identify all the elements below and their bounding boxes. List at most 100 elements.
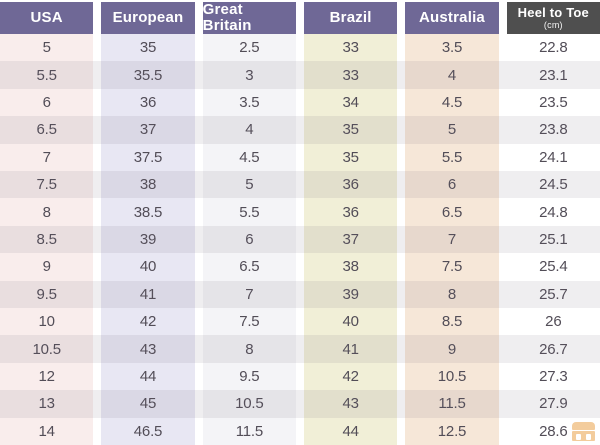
table-row: 8 38.5 5.5 36 6.5 24.8 — [0, 198, 600, 226]
table-cell-great-britain: 3.5 — [202, 88, 296, 117]
table-cell-great-britain: 7 — [202, 280, 296, 309]
table-cell-australia: 6.5 — [405, 198, 499, 226]
table-cell-brazil: 35 — [304, 116, 398, 144]
table-cell-brazil: 42 — [304, 362, 398, 391]
table-cell-brazil: 41 — [304, 335, 398, 363]
table-row: 9.5 41 7 39 8 25.7 — [0, 280, 600, 309]
table-cell-european: 43 — [101, 335, 195, 363]
table-cell-australia: 8 — [405, 280, 499, 309]
table-cell-brazil: 43 — [304, 390, 398, 418]
table-cell-heel-to-toe: 26 — [506, 308, 600, 336]
table-cell-heel-to-toe: 25.4 — [506, 253, 600, 281]
table-row: 9 40 6.5 38 7.5 25.4 — [0, 253, 600, 281]
table-cell-brazil: 35 — [304, 143, 398, 172]
table-cell-brazil: 44 — [304, 417, 398, 445]
table-cell-usa: 9 — [0, 253, 94, 281]
table-cell-heel-to-toe: 27.9 — [506, 390, 600, 418]
table-cell-australia: 3.5 — [405, 34, 499, 62]
table-cell-european: 39 — [101, 225, 195, 254]
table-cell-usa: 6.5 — [0, 116, 94, 144]
table-cell-european: 36 — [101, 88, 195, 117]
table-cell-great-britain: 4.5 — [202, 143, 296, 172]
table-cell-australia: 4.5 — [405, 88, 499, 117]
table-row: 13 45 10.5 43 11.5 27.9 — [0, 390, 600, 419]
table-cell-european: 37.5 — [101, 143, 195, 172]
table-cell-european: 35.5 — [101, 61, 195, 89]
table-cell-brazil: 37 — [304, 225, 398, 254]
column-header-usa: USA — [0, 2, 94, 34]
table-row: 6 36 3.5 34 4.5 23.5 — [0, 88, 600, 117]
table-cell-european: 45 — [101, 390, 195, 418]
table-cell-usa: 6 — [0, 88, 94, 117]
table-cell-australia: 10.5 — [405, 362, 499, 391]
table-cell-great-britain: 11.5 — [202, 417, 296, 445]
table-row: 5 35 2.5 33 3.5 22.8 — [0, 34, 600, 62]
table-cell-australia: 5.5 — [405, 143, 499, 172]
table-cell-heel-to-toe: 24.1 — [506, 143, 600, 172]
table-cell-brazil: 36 — [304, 198, 398, 226]
table-cell-australia: 8.5 — [405, 308, 499, 336]
column-header-australia: Australia — [405, 2, 499, 34]
table-cell-brazil: 40 — [304, 308, 398, 336]
table-cell-brazil: 33 — [304, 61, 398, 89]
table-cell-european: 44 — [101, 362, 195, 391]
table-row: 10 42 7.5 40 8.5 26 — [0, 308, 600, 336]
table-header-row: USA European Great Britain Brazil Australia H… — [0, 2, 600, 34]
table-cell-australia: 7.5 — [405, 253, 499, 281]
table-cell-usa: 8 — [0, 198, 94, 226]
table-cell-heel-to-toe: 23.8 — [506, 116, 600, 144]
table-cell-european: 38 — [101, 171, 195, 199]
table-cell-european: 38.5 — [101, 198, 195, 226]
table-cell-great-britain: 5.5 — [202, 198, 296, 226]
column-header-label: Heel to Toe — [517, 4, 589, 20]
column-header-label: Great Britain — [202, 1, 252, 34]
table-cell-usa: 8.5 — [0, 225, 94, 254]
column-header-label: Brazil — [329, 9, 372, 27]
column-header-label: Australia — [418, 9, 485, 27]
table-cell-great-britain: 8 — [202, 335, 296, 363]
table-row: 8.5 39 6 37 7 25.1 — [0, 225, 600, 254]
table-cell-australia: 5 — [405, 116, 499, 144]
column-header-brazil: Brazil — [304, 2, 398, 34]
table-row: 5.5 35.5 3 33 4 23.1 — [0, 61, 600, 90]
column-header-european: European — [101, 2, 195, 34]
table-cell-european: 41 — [101, 280, 195, 309]
table-cell-heel-to-toe: 26.7 — [506, 335, 600, 363]
table-cell-brazil: 39 — [304, 280, 398, 309]
watermark-awning — [572, 422, 595, 430]
table-cell-usa: 14 — [0, 417, 94, 445]
column-header-sublabel: (cm) — [543, 19, 563, 30]
table-cell-australia: 7 — [405, 225, 499, 254]
table-row: 10.5 43 8 41 9 26.7 — [0, 335, 600, 364]
table-row: 14 46.5 11.5 44 12.5 28.6 — [0, 417, 600, 445]
table-cell-usa: 5.5 — [0, 61, 94, 89]
table-cell-usa: 7.5 — [0, 171, 94, 199]
table-cell-brazil: 33 — [304, 34, 398, 62]
table-cell-usa: 10.5 — [0, 335, 94, 363]
table-cell-great-britain: 6 — [202, 225, 296, 254]
table-cell-brazil: 38 — [304, 253, 398, 281]
table-cell-usa: 10 — [0, 308, 94, 336]
table-cell-european: 46.5 — [101, 417, 195, 445]
table-cell-heel-to-toe: 23.1 — [506, 61, 600, 89]
table-row: 7 37.5 4.5 35 5.5 24.1 — [0, 143, 600, 172]
table-cell-heel-to-toe: 24.5 — [506, 171, 600, 199]
table-cell-european: 37 — [101, 116, 195, 144]
table-row: 6.5 37 4 35 5 23.8 — [0, 116, 600, 145]
table-cell-european: 35 — [101, 34, 195, 62]
table-cell-great-britain: 7.5 — [202, 308, 296, 336]
table-cell-european: 40 — [101, 253, 195, 281]
table-cell-brazil: 36 — [304, 171, 398, 199]
table-body: 5 35 2.5 33 3.5 22.8 5.5 35.5 3 33 4 23.1 6 36 3.5 34 4.… — [0, 34, 600, 445]
table-cell-heel-to-toe: 27.3 — [506, 362, 600, 391]
table-cell-heel-to-toe: 24.8 — [506, 198, 600, 226]
table-cell-australia: 9 — [405, 335, 499, 363]
table-cell-great-britain: 2.5 — [202, 34, 296, 62]
table-cell-brazil: 34 — [304, 88, 398, 117]
table-cell-heel-to-toe: 25.1 — [506, 225, 600, 254]
column-header-heel-to-toe: Heel to Toe (cm) — [506, 2, 600, 34]
table-cell-usa: 12 — [0, 362, 94, 391]
table-cell-great-britain: 10.5 — [202, 390, 296, 418]
table-cell-australia: 6 — [405, 171, 499, 199]
